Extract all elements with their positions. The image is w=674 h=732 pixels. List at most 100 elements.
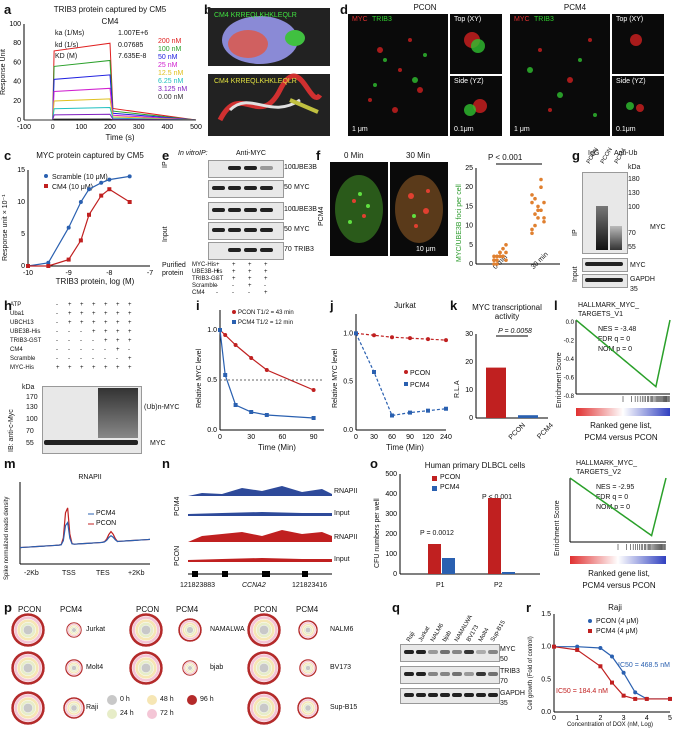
c-point [66, 225, 71, 230]
h-sign: - [56, 329, 58, 335]
o-gsea-footer-1: Ranked gene list, [588, 569, 650, 578]
r-point [610, 680, 614, 685]
panel-p: PCON PCM4 PCON PCM4 PCON PCM4 Jurkat Mol… [0, 600, 390, 732]
d-pcm4-title: PCM4 [563, 3, 587, 12]
a-xtick: -100 [17, 124, 31, 131]
r-point [621, 693, 626, 698]
q-band [440, 650, 450, 654]
g-kda-label: kDa [628, 164, 641, 171]
h-sign: + [104, 311, 108, 317]
e-sign: + [264, 262, 268, 268]
r-legend-marker-0 [588, 619, 592, 623]
o-xtick-p2: P2 [494, 582, 503, 589]
h-sign: + [80, 311, 84, 317]
f-dot-30min [536, 216, 540, 220]
panel-g-label: g [572, 148, 580, 163]
c-legend-marker-1 [44, 184, 48, 188]
g-col-2: PCON [600, 146, 614, 165]
p-legend-2: 96 h [200, 696, 214, 703]
e-sign: + [216, 269, 220, 275]
c-point [99, 193, 104, 198]
panel-r: Raji PCON (4 μM) PCM4 (4 μM) IC50 = 468.… [526, 600, 674, 732]
a-subtitle: CM4 [101, 17, 119, 26]
p-cell-raji: Raji [86, 704, 99, 711]
i-legend-marker-1 [232, 320, 236, 324]
p-cell-molt4: Molt4 [86, 664, 104, 671]
h-sign: + [116, 338, 120, 344]
j-chart: 0 30 60 90 120 240 0.0 0.5 1.0 [343, 314, 452, 441]
panel-l: HALLMARK_MYC_ TARGETS_V1 NES = -3.48 FDR… [554, 298, 674, 456]
p-g1-pcm4-disc [70, 704, 78, 712]
h-band-myc [44, 440, 138, 445]
e-band [228, 228, 241, 232]
p-legend-3: 24 h [120, 710, 134, 717]
panel-b: CM4 KRREQLKHKLEQLR CM4 KRREQLKHKLEQLR [200, 0, 335, 145]
g-kda-100: 100 [628, 204, 640, 211]
h-sign: + [80, 320, 84, 326]
f-dot-30min [533, 196, 537, 201]
c-point [78, 200, 83, 204]
p-g1-pcm4-disc [71, 627, 77, 633]
j-point [390, 413, 394, 418]
f-dot-30min [530, 193, 534, 197]
e-header: In vitroIP: [178, 150, 208, 157]
o-p2: P < 0.001 [482, 494, 513, 501]
j-point [372, 333, 376, 338]
r-point [598, 664, 603, 669]
q-band [440, 693, 450, 697]
k-ytick: 20 [465, 359, 473, 366]
i-xtick: 0 [218, 434, 222, 441]
g-kda-180: 180 [628, 176, 640, 183]
j-ytick: 1.0 [343, 330, 353, 337]
l-ytick: 0.0 [566, 320, 575, 326]
p-cell-bv173: BV173 [330, 664, 352, 671]
j-point [372, 370, 376, 374]
c-point [78, 238, 83, 243]
q-band [428, 672, 438, 676]
d-side-label-2: Side (YZ) [616, 78, 646, 85]
l-ytick: -0.6 [564, 376, 575, 382]
o-chart: 0 100 200 300 400 500 [385, 471, 540, 578]
h-sign: + [128, 302, 132, 308]
c-series-line-0 [27, 175, 130, 267]
b-seq-top: CM4 KRREQLKHKLEQLR [214, 12, 297, 19]
e-kda-2: 50 [284, 184, 292, 191]
p-g2-pcon: PCON [136, 605, 160, 614]
q-row-myc: MYC [500, 646, 516, 653]
a-conc-7: 0.00 nM [158, 94, 184, 101]
m-pcm4-line [19, 521, 151, 549]
g-input-label: Input [572, 266, 579, 282]
h-ub-smear [98, 388, 138, 438]
f-dot-0min [504, 250, 508, 255]
p-g1-pcon-disc [22, 624, 34, 636]
i-xlabel: Time (Min) [258, 443, 296, 452]
panel-o: Human primary DLBCL cells PCON PCM4 P < … [370, 456, 674, 598]
q-band [488, 693, 498, 697]
o-bar [428, 544, 441, 574]
h-sign: + [128, 356, 132, 362]
panel-a: TRIB3 protein captured by CM5 CM4 ka (1/… [0, 0, 202, 145]
k-chart: 0 10 20 30 [465, 331, 548, 422]
c-point [26, 264, 30, 268]
i-xtick: 60 [279, 434, 287, 441]
p-legend-0: 0 h [120, 696, 130, 703]
p-g1-pcon-disc [22, 702, 34, 714]
e-sign: - [216, 283, 218, 289]
panel-q-label: q [392, 600, 400, 615]
p-legend-dot [107, 709, 117, 719]
p-legend-dot [107, 695, 117, 705]
e-cond-1: UBE3B-His [192, 269, 223, 275]
i-point [311, 416, 316, 420]
e-sign: + [248, 283, 252, 289]
h-kda-label: kDa [22, 384, 35, 391]
e-band [244, 208, 257, 212]
f-dot-0min [501, 246, 505, 251]
q-band [464, 672, 474, 676]
l-ytick: -0.4 [564, 357, 575, 363]
a-conc-4: 12.5 nM [158, 70, 184, 77]
i-point [223, 333, 228, 337]
f-ytick: 5 [469, 242, 473, 249]
c-xtick: -8 [106, 270, 112, 277]
panel-n-label: n [162, 456, 170, 471]
o-bar [502, 572, 515, 574]
